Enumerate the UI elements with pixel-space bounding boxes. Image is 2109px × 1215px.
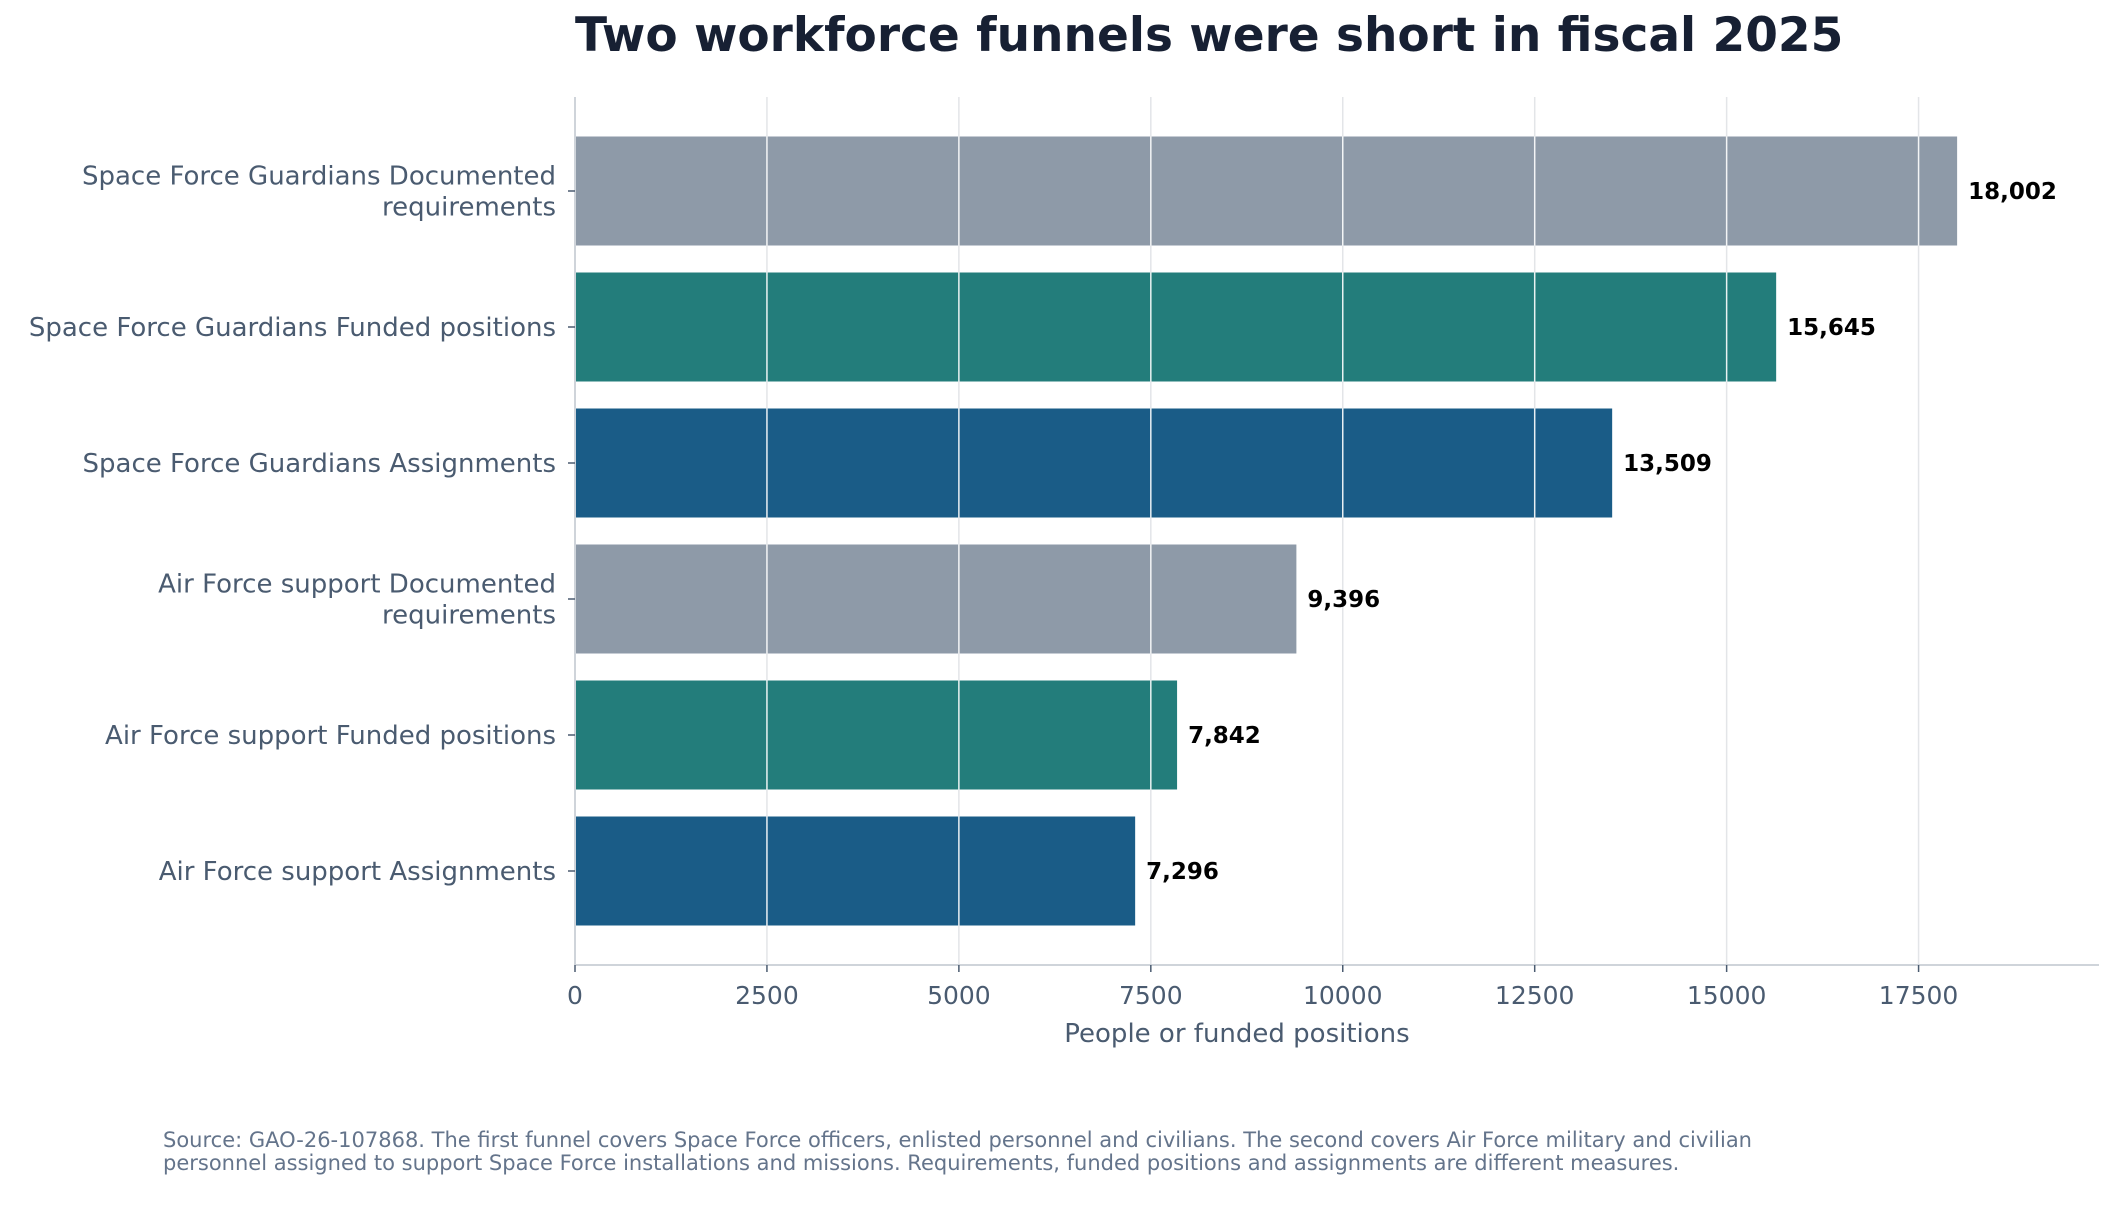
bars — [575, 136, 1958, 926]
bar — [575, 136, 1958, 246]
value-label: 7,296 — [1146, 859, 1219, 885]
source-note: Source: GAO-26-107868. The first funnel … — [163, 1128, 1752, 1175]
x-tick-label: 17500 — [1879, 981, 1959, 1010]
category-label: Air Force support Assignments — [159, 857, 556, 887]
value-label: 15,645 — [1787, 315, 1876, 341]
category-label: Space Force Guardians Funded positions — [29, 313, 556, 343]
x-axis-label: People or funded positions — [1064, 1019, 1409, 1049]
bar — [575, 272, 1777, 382]
x-tick-label: 12500 — [1495, 981, 1575, 1010]
x-tick-label: 5000 — [927, 981, 991, 1010]
labels: 0 2500 5000 7500 10000 12500 15000 17500 People … — [29, 162, 2057, 1050]
axes — [568, 97, 2099, 972]
x-tick-label: 2500 — [735, 981, 799, 1010]
x-tick-label: 0 — [567, 981, 583, 1010]
value-label: 13,509 — [1623, 451, 1712, 477]
bar — [575, 680, 1178, 790]
category-label: Space Force Guardians Assignments — [83, 449, 556, 479]
category-label: Air Force support Funded positions — [105, 721, 556, 751]
value-label: 9,396 — [1307, 587, 1380, 613]
category-label: Air Force support Documented requirements — [158, 570, 556, 631]
x-tick-label: 7500 — [1119, 981, 1183, 1010]
bar — [575, 544, 1297, 654]
chart-title: Two workforce funnels were short in fisc… — [575, 8, 1844, 63]
x-tick-label: 10000 — [1303, 981, 1383, 1010]
value-label: 18,002 — [1968, 179, 2057, 205]
bar-chart: 0 2500 5000 7500 10000 12500 15000 17500 People … — [29, 97, 2099, 1050]
value-label: 7,842 — [1188, 723, 1261, 749]
x-tick-label: 15000 — [1687, 981, 1767, 1010]
bar — [575, 408, 1613, 518]
category-label: Space Force Guardians Documented requirem… — [82, 162, 556, 223]
bar — [575, 816, 1136, 926]
